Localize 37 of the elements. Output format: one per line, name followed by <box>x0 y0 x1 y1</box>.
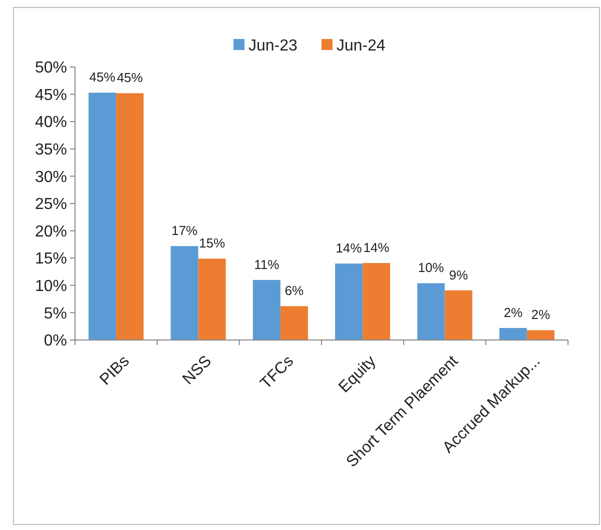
data-label: 2% <box>504 304 523 320</box>
y-tick-label: 15% <box>34 250 67 268</box>
data-label: 14% <box>336 240 362 256</box>
y-tick-label: 30% <box>34 168 67 186</box>
bar <box>335 264 363 340</box>
y-tick-label: 25% <box>34 196 67 214</box>
data-label: 2% <box>531 307 551 322</box>
y-tick-label: 10% <box>34 278 67 295</box>
legend-label: Jun-23 <box>248 38 298 55</box>
data-label: 10% <box>418 260 444 276</box>
data-label: 15% <box>198 236 226 251</box>
data-label: 45% <box>116 70 144 86</box>
data-label: 45% <box>89 70 116 85</box>
y-tick-label: 35% <box>34 142 67 158</box>
bar <box>444 290 472 340</box>
bar <box>170 246 198 340</box>
bar <box>417 283 445 340</box>
bar <box>116 93 144 340</box>
data-label: 14% <box>363 240 390 256</box>
data-label: 6% <box>284 283 304 298</box>
data-label: 11% <box>254 256 280 272</box>
y-tick-label: 45% <box>34 86 67 104</box>
data-label: 17% <box>171 223 198 238</box>
bar <box>88 92 116 340</box>
y-tick-label: 20% <box>34 223 67 240</box>
bar <box>499 328 527 340</box>
bar <box>526 330 554 340</box>
data-label: 9% <box>449 267 468 282</box>
bar <box>280 306 308 340</box>
y-tick-label: 50% <box>34 60 67 77</box>
y-tick-label: 40% <box>34 114 67 132</box>
y-tick-label: 0% <box>44 332 67 350</box>
bar <box>362 263 390 340</box>
bar <box>252 280 280 340</box>
legend-label: Jun-24 <box>336 38 386 55</box>
bar <box>198 258 226 340</box>
y-tick-label: 5% <box>44 305 67 322</box>
